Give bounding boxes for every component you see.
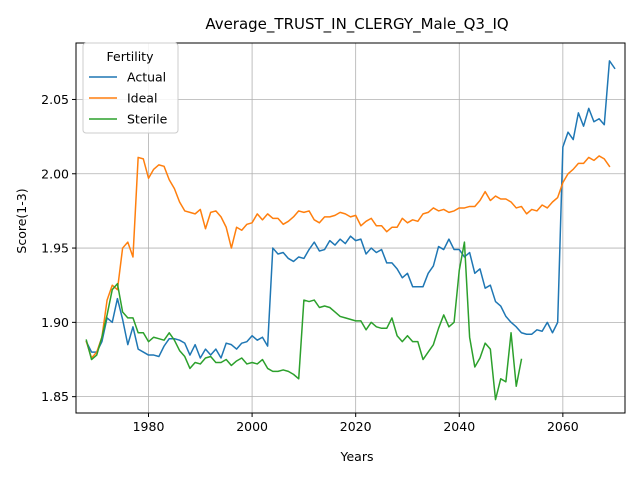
- series-line-ideal: [85, 155, 611, 359]
- x-tick-label: 2020: [340, 419, 372, 434]
- legend-label-actual: Actual: [127, 70, 166, 85]
- x-tick-label: 2040: [443, 419, 475, 434]
- x-tick-label: 2000: [236, 419, 268, 434]
- x-tick-label: 1980: [133, 419, 165, 434]
- x-axis-ticks: 1980 2000 2020 2040 2060: [133, 413, 579, 434]
- y-tick-label: 1.90: [41, 315, 69, 330]
- x-tick-label: 2060: [547, 419, 579, 434]
- series-line-actual: [85, 60, 616, 359]
- legend-label-sterile: Sterile: [127, 112, 168, 127]
- y-tick-label: 2.05: [41, 92, 69, 107]
- legend-title: Fertility: [107, 49, 155, 64]
- x-axis-label: Years: [340, 449, 374, 464]
- plot-area-frame: [75, 42, 626, 414]
- y-tick-label: 1.95: [41, 241, 69, 256]
- legend: Fertility Actual Ideal Sterile: [82, 42, 179, 134]
- chart-title: Average_TRUST_IN_CLERGY_Male_Q3_IQ: [205, 15, 508, 34]
- y-tick-label: 2.00: [41, 166, 69, 181]
- legend-items: Actual Ideal Sterile: [89, 70, 168, 127]
- series-lines: [85, 60, 616, 401]
- series-line-sterile: [85, 241, 523, 401]
- y-axis-ticks: 1.85 1.90 1.95 2.00 2.05: [41, 92, 76, 404]
- y-tick-label: 1.85: [41, 389, 69, 404]
- y-axis-label: Score(1-3): [14, 188, 29, 253]
- legend-box: [82, 42, 179, 134]
- legend-label-ideal: Ideal: [127, 91, 157, 106]
